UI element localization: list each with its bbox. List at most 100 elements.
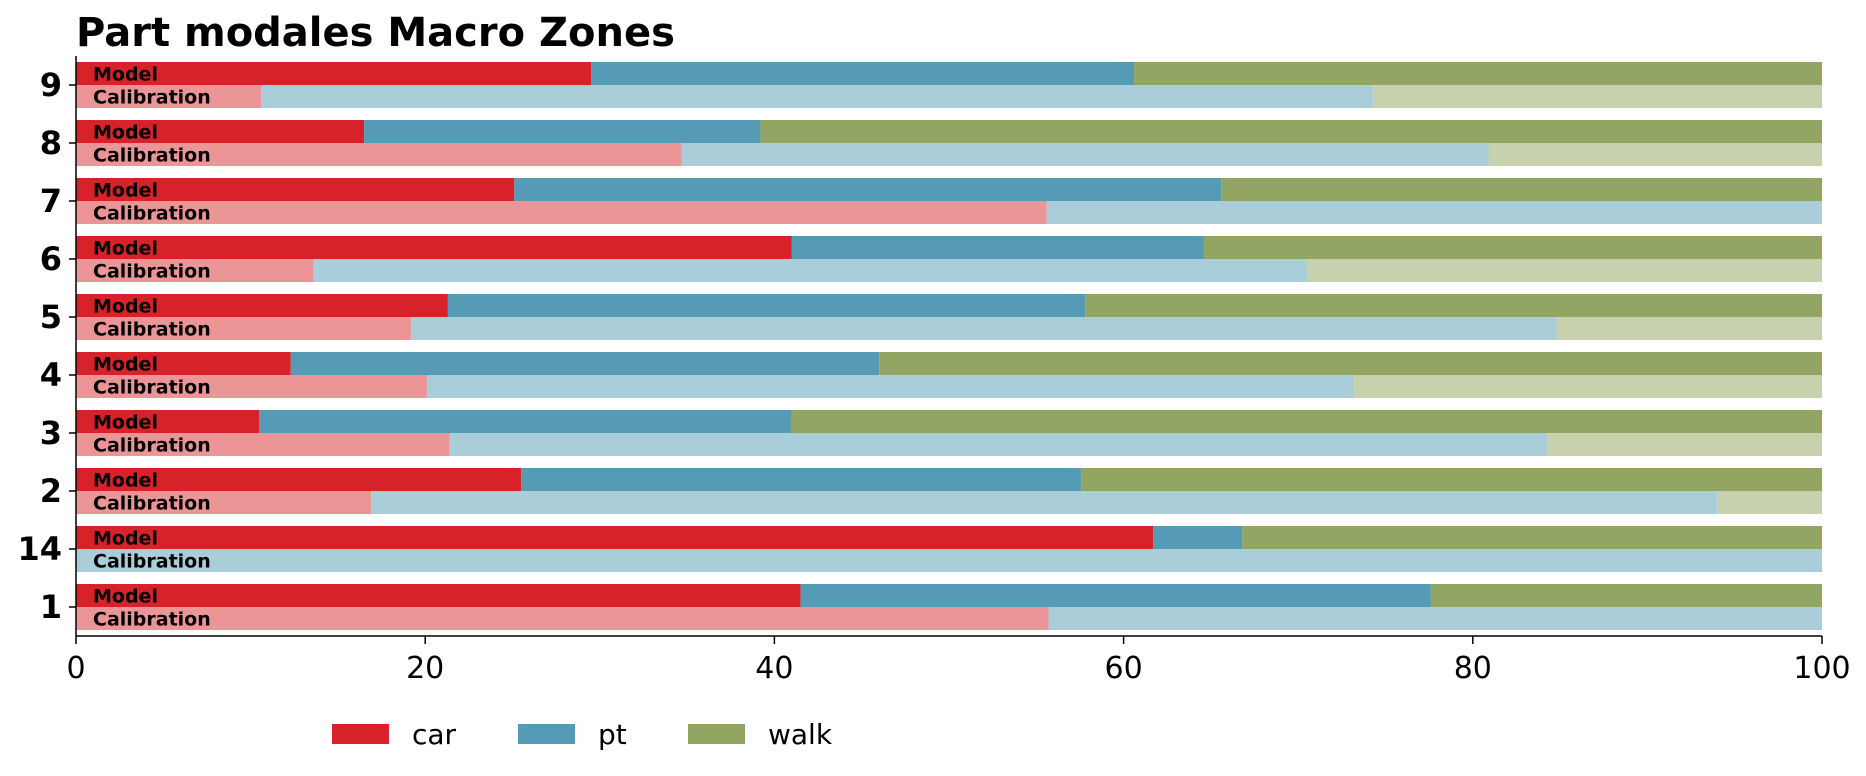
bar-model-car-zone-4	[76, 352, 291, 375]
bar-model-walk-zone-8	[760, 120, 1822, 143]
calibration-bar-label: Calibration	[93, 145, 211, 167]
bar-calibration-pt-zone-6	[313, 259, 1307, 282]
y-tick-labels: 1 14 2 3 4 5 6 7 8 9	[17, 56, 77, 636]
bar-calibration-car-zone-1	[76, 607, 1049, 630]
chart-title: Part modales Macro Zones	[76, 10, 675, 56]
bar-model-pt-zone-9	[591, 62, 1135, 85]
bar-model-car-zone-14	[76, 526, 1154, 549]
bar-calibration-car-zone-8	[76, 143, 682, 166]
legend-swatch-walk	[688, 724, 745, 744]
model-bar-label: Model	[93, 354, 158, 376]
bar-calibration-car-zone-5	[76, 317, 412, 340]
y-tick-label: 14	[17, 530, 62, 568]
bar-model-pt-zone-2	[521, 468, 1082, 491]
bar-model-pt-zone-8	[364, 120, 761, 143]
calibration-bar-label: Calibration	[93, 203, 211, 225]
bar-model-walk-zone-3	[791, 410, 1822, 433]
model-bar-label: Model	[93, 470, 158, 492]
x-tick-label: 20	[406, 651, 444, 686]
bar-calibration-walk-zone-8	[1488, 143, 1822, 166]
model-bar-label: Model	[93, 412, 158, 434]
y-tick-label: 9	[40, 66, 62, 104]
bar-calibration-pt-zone-9	[261, 85, 1374, 108]
legend-label-walk: walk	[768, 718, 833, 751]
bar-model-walk-zone-14	[1242, 526, 1822, 549]
bar-calibration-pt-zone-3	[449, 433, 1548, 456]
bar-model-walk-zone-2	[1081, 468, 1822, 491]
bar-model-pt-zone-6	[791, 236, 1204, 259]
y-tick-label: 4	[40, 356, 62, 394]
calibration-bar-label: Calibration	[93, 435, 211, 457]
bar-calibration-walk-zone-3	[1547, 433, 1822, 456]
bar-calibration-walk-zone-4	[1354, 375, 1822, 398]
y-tick-label: 2	[40, 472, 62, 510]
bar-model-pt-zone-4	[290, 352, 880, 375]
x-tick-label: 0	[66, 651, 85, 686]
calibration-bar-label: Calibration	[93, 319, 211, 341]
bar-model-walk-zone-1	[1430, 584, 1822, 607]
bar-calibration-car-zone-2	[76, 491, 372, 514]
y-tick-label: 3	[40, 414, 62, 452]
calibration-bar-label: Calibration	[93, 261, 211, 283]
bar-calibration-walk-zone-5	[1556, 317, 1822, 340]
bar-calibration-walk-zone-9	[1373, 85, 1822, 108]
bar-calibration-pt-zone-7	[1046, 201, 1822, 224]
legend-label-pt: pt	[598, 718, 627, 751]
bar-model-car-zone-2	[76, 468, 522, 491]
legend: car pt walk	[332, 718, 833, 751]
bar-model-car-zone-7	[76, 178, 515, 201]
y-tick-label: 1	[40, 588, 62, 626]
x-tick-label: 40	[755, 651, 793, 686]
x-tick-label: 60	[1105, 651, 1143, 686]
bar-calibration-pt-zone-2	[371, 491, 1718, 514]
bar-calibration-pt-zone-4	[426, 375, 1355, 398]
bar-calibration-pt-zone-8	[681, 143, 1489, 166]
y-tick-label: 7	[40, 182, 62, 220]
x-tick-label: 80	[1454, 651, 1492, 686]
bar-calibration-walk-zone-6	[1306, 259, 1822, 282]
bar-model-walk-zone-9	[1134, 62, 1822, 85]
bar-model-car-zone-6	[76, 236, 792, 259]
bar-model-walk-zone-6	[1203, 236, 1822, 259]
y-tick-label: 8	[40, 124, 62, 162]
bar-model-pt-zone-5	[447, 294, 1086, 317]
legend-label-car: car	[412, 718, 457, 751]
bar-calibration-car-zone-7	[76, 201, 1047, 224]
model-bar-label: Model	[93, 296, 158, 318]
bar-model-pt-zone-1	[800, 584, 1431, 607]
bar-calibration-walk-zone-2	[1717, 491, 1822, 514]
bar-model-car-zone-5	[76, 294, 448, 317]
calibration-bar-label: Calibration	[93, 609, 211, 631]
bar-model-walk-zone-4	[879, 352, 1822, 375]
model-bar-label: Model	[93, 238, 158, 260]
bar-calibration-pt-zone-14	[76, 549, 1822, 572]
legend-swatch-car	[332, 724, 389, 744]
bar-calibration-car-zone-9	[76, 85, 262, 108]
calibration-bar-label: Calibration	[93, 493, 211, 515]
y-tick-label: 5	[40, 298, 62, 336]
bar-calibration-pt-zone-5	[411, 317, 1557, 340]
bar-model-walk-zone-5	[1085, 294, 1822, 317]
x-axis: 0 20 40 60 80 100	[66, 635, 1851, 686]
bar-model-car-zone-8	[76, 120, 365, 143]
y-tick-label: 6	[40, 240, 62, 278]
calibration-bar-label: Calibration	[93, 551, 211, 573]
bar-model-pt-zone-3	[259, 410, 792, 433]
legend-swatch-pt	[518, 724, 575, 744]
calibration-bar-label: Calibration	[93, 377, 211, 399]
model-bar-label: Model	[93, 180, 158, 202]
bar-model-walk-zone-7	[1221, 178, 1822, 201]
bar-calibration-pt-zone-1	[1048, 607, 1822, 630]
bar-calibration-car-zone-6	[76, 259, 314, 282]
model-bar-label: Model	[93, 528, 158, 550]
x-tick-label: 100	[1793, 651, 1850, 686]
model-bar-label: Model	[93, 64, 158, 86]
bar-model-car-zone-3	[76, 410, 260, 433]
bar-model-pt-zone-7	[514, 178, 1222, 201]
bar-calibration-car-zone-4	[76, 375, 427, 398]
bar-calibration-car-zone-3	[76, 433, 450, 456]
bars-group: ModelCalibrationModelCalibrationModelCal…	[76, 62, 1822, 631]
bar-model-pt-zone-14	[1153, 526, 1243, 549]
bar-model-car-zone-1	[76, 584, 801, 607]
